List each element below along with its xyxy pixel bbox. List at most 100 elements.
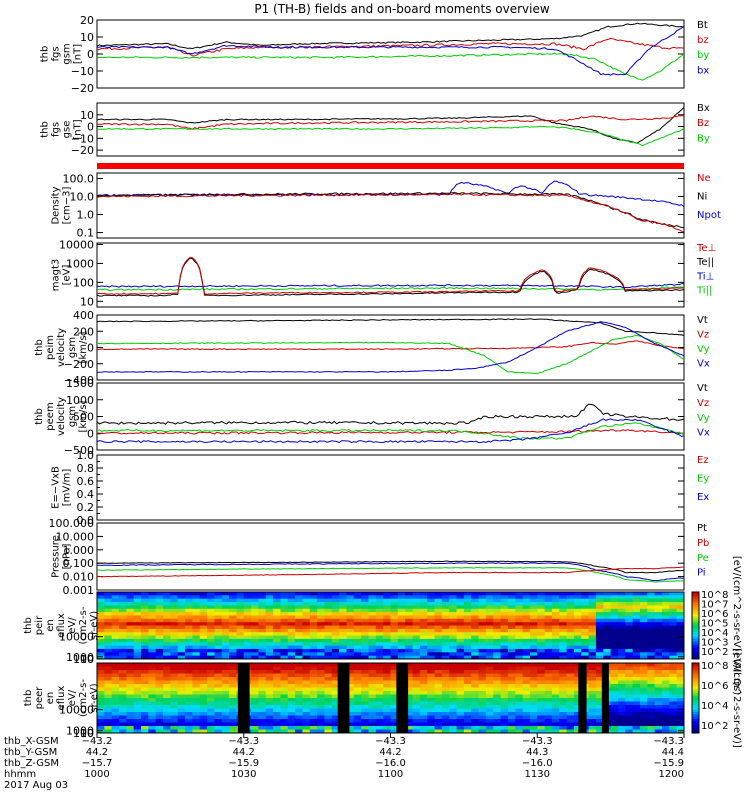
series-vz: [96, 340, 685, 351]
ytick-label: −500: [64, 444, 94, 457]
ephemeris-value: 1030: [231, 769, 256, 780]
ylabel-line: [km/s]: [78, 400, 89, 432]
ytick-label: 0.1: [77, 227, 95, 240]
ytick-label: −400: [64, 374, 94, 387]
colorbar-tick: 10^2: [701, 647, 728, 658]
ylabel-line: eflux: [56, 686, 67, 711]
ephemeris-label: hhmm: [4, 769, 36, 780]
ytick-label: 10000: [59, 631, 94, 644]
ylabel-line: peim: [45, 335, 56, 360]
panel-p7: 0.00.20.40.60.81.0 E=−VxB [mV/m] Ez Ey Ex: [51, 449, 710, 527]
panel-frame: [96, 172, 685, 239]
ytick-label: 0: [87, 342, 94, 355]
legend-vt: Vt: [697, 315, 708, 326]
data-gap-3: [578, 663, 587, 733]
ytick-label: 10: [80, 727, 94, 740]
colorbar-label: [eV/(cm^2-s-sr-eV)] (All Qs): [731, 556, 742, 695]
ytick-label: 10.0: [70, 190, 95, 203]
series-bx: [96, 107, 685, 144]
ytick-label: −10: [71, 132, 94, 145]
ylabel-line: thb: [34, 339, 45, 356]
legend-pe: Pe: [697, 553, 709, 564]
series-vx: [96, 418, 685, 444]
series-ti: [96, 283, 684, 289]
ytick-label: −10: [71, 65, 94, 78]
legend-ti: Ti||: [696, 286, 712, 297]
ephemeris-value: 44.2: [86, 747, 108, 758]
colorbar-p10: 10^8 10^6 10^4 10^2 [eV/(cm^2-s-sr-eV)]: [691, 648, 742, 748]
ephemeris-label: thb_X-GSM: [4, 736, 59, 747]
series-vx: [97, 321, 685, 373]
ytick-label: 0.2: [77, 501, 95, 514]
colorbar-p9: 10^810^710^610^510^410^310^2 [eV/(cm^2-s-…: [691, 556, 742, 695]
ytick-label: 10: [80, 295, 94, 308]
ylabel-line: magt3: [51, 259, 62, 292]
series-pi: [97, 562, 685, 582]
legend-vt: Vt: [697, 383, 708, 394]
ytick-label: 0.100: [63, 557, 95, 570]
series-te: [96, 257, 685, 297]
legend-npot: Npot: [697, 210, 721, 221]
ytick-label: 20: [80, 14, 94, 27]
ylabel-line: peem: [45, 402, 56, 430]
ytick-label: 10000: [59, 238, 94, 251]
legend-vz: Vz: [697, 398, 709, 409]
ytick-label: 0: [87, 48, 94, 61]
ylabel-line: peir: [34, 615, 45, 635]
legend-bz: bz: [697, 35, 709, 46]
ephemeris-value: 1100: [378, 769, 403, 780]
ytick-label: 100: [73, 653, 94, 666]
ephemeris-value: −15.9: [228, 758, 259, 769]
ephemeris-value: −16.0: [522, 758, 553, 769]
series-bz: [96, 115, 685, 130]
ytick-label: 1.000: [63, 544, 95, 557]
ylabel-line: eV/: [67, 617, 78, 634]
ytick-label: 0.8: [77, 462, 95, 475]
panel-frame: [96, 382, 685, 451]
ytick-label: 0.6: [77, 475, 95, 488]
ytick-label: 100.000: [49, 517, 95, 530]
ytick-label: 200: [73, 325, 94, 338]
legend-vy: Vy: [697, 344, 710, 355]
colorbar-tick: 10^6: [701, 681, 728, 692]
ytick-label: 0.4: [77, 488, 95, 501]
ylabel-line: en: [45, 619, 56, 632]
ylabel-line: sr-eV): [89, 683, 100, 712]
legend-vy: Vy: [697, 413, 710, 424]
ylabel-line: gsm: [62, 43, 73, 64]
panel-p10: 10^810^610^410^2 [eV/(cm^2-s-sr-eV)]10100…: [23, 648, 742, 748]
panel-p4: 10 100 1000 10000 magt3 [eV] Te⊥ Te|| Ti⊥ Ti||: [51, 238, 717, 308]
ephemeris-value: 44.4: [662, 747, 684, 758]
panel-p6: −500 0 500 1000 1500 thb peem velocity gsm [km/s]…: [34, 377, 710, 457]
ylabel-line: (cm2-s-: [78, 679, 89, 717]
series-te: [96, 256, 685, 295]
series-pt: [97, 560, 685, 574]
ytick-label: 10: [80, 109, 94, 122]
ephemeris-value: 1200: [659, 769, 684, 780]
legend-by: by: [697, 50, 709, 61]
data-gap-2: [396, 663, 409, 733]
ytick-label: 1.0: [77, 209, 95, 222]
legend-vz: Vz: [697, 329, 709, 340]
series-vy: [96, 334, 685, 375]
legend-pb: Pb: [697, 538, 709, 549]
ylabel-line: gsm: [67, 337, 78, 358]
series-vt: [96, 403, 685, 425]
data-gap-1: [337, 663, 350, 733]
legend-ni: Ni: [697, 192, 707, 203]
ephemeris-value: −43.2: [82, 736, 113, 747]
series-bz: [96, 37, 685, 57]
ylabel-line: fgs: [51, 122, 62, 137]
colorbar-tick: 10^4: [701, 701, 728, 712]
panel-frame: [96, 242, 685, 308]
ytick-label: 10: [80, 31, 94, 44]
panel-frame: [96, 522, 685, 591]
data-gap-4: [601, 663, 609, 733]
series-ni: [96, 192, 685, 229]
ylabel-line: E=−VxB: [51, 466, 62, 509]
ylabel-line: fgs: [51, 46, 62, 61]
legend-by: By: [697, 133, 710, 144]
